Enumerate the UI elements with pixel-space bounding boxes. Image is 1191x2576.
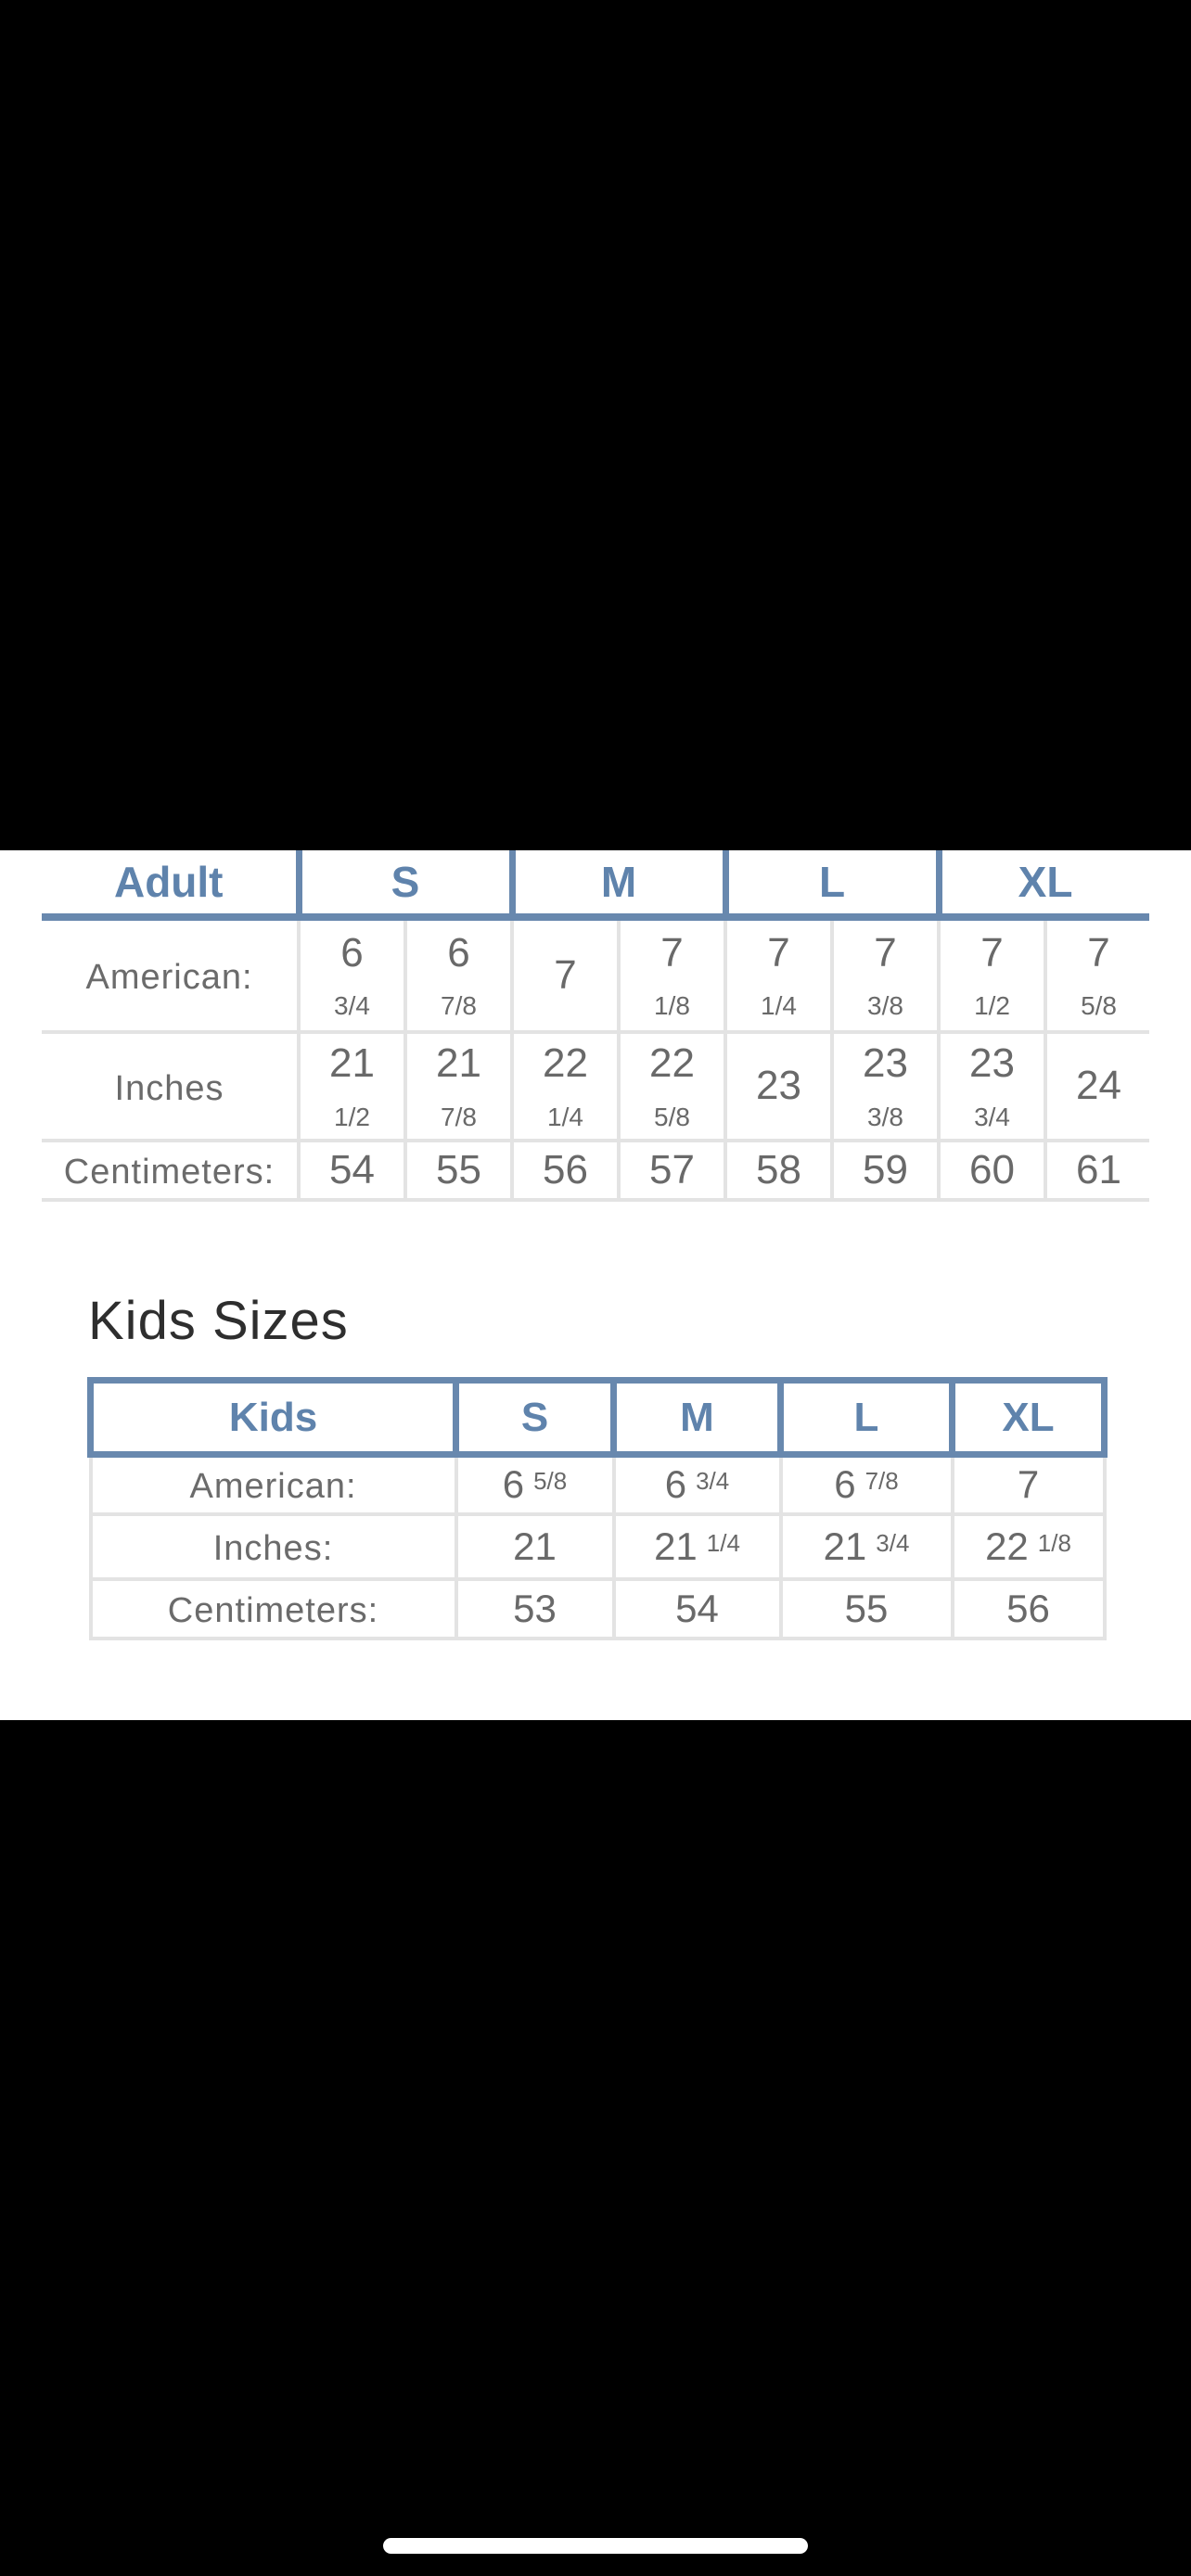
row-label-centimeters: Centimeters:	[42, 1139, 301, 1202]
row-label-inches: Inches:	[88, 1511, 458, 1581]
adult-header-cell-s: S	[295, 850, 516, 921]
page-content: Adult S M L XL American: 6 3/4 6 7/8 7 7 1/…	[0, 850, 1191, 1720]
kids-inches-row: Inches: 21 21 1/4 21 3/4 22 1/8	[88, 1511, 1107, 1581]
kids-centimeters-row: Centimeters: 53 54 55 56	[88, 1576, 1107, 1640]
kids-header-cell-s: S	[453, 1377, 617, 1458]
row-label-american: American:	[88, 1452, 458, 1516]
size-cell: 58	[724, 1139, 835, 1202]
size-cell: 7 1/4	[724, 915, 835, 1034]
adult-size-table-container[interactable]: Adult S M L XL American: 6 3/4 6 7/8 7 7 1/…	[42, 850, 1149, 1214]
size-cell: 54	[611, 1576, 783, 1640]
size-cell: 6 7/8	[778, 1452, 954, 1516]
kids-header-cell-kids: Kids	[87, 1377, 459, 1458]
size-cell: 21 1/2	[297, 1030, 407, 1142]
row-label-centimeters: Centimeters:	[88, 1576, 458, 1640]
row-label-text: Centimeters:	[167, 1590, 379, 1630]
size-cell: 61	[1044, 1139, 1149, 1202]
size-cell: 7 1/2	[937, 915, 1048, 1034]
kids-header-cell-l: L	[777, 1377, 955, 1458]
size-cell: 24	[1044, 1030, 1149, 1142]
kids-header-row: Kids S M L XL	[87, 1377, 1108, 1458]
kids-sizes-heading: Kids Sizes	[88, 1291, 349, 1351]
size-cell: 6 7/8	[403, 915, 514, 1034]
size-cell: 7 3/8	[830, 915, 941, 1034]
size-cell: 57	[616, 1139, 728, 1202]
adult-header-cell-l: L	[722, 850, 942, 921]
size-cell: 22 1/8	[950, 1511, 1107, 1581]
home-indicator[interactable]	[383, 2538, 808, 2554]
size-cell: 6 3/4	[297, 915, 407, 1034]
size-cell: 56	[950, 1576, 1107, 1640]
size-cell: 21 7/8	[403, 1030, 514, 1142]
adult-american-row: American: 6 3/4 6 7/8 7 7 1/8 7 1/4 7 3/8 7 1/…	[42, 915, 1149, 1034]
size-cell: 53	[454, 1576, 616, 1640]
row-label-text: Centimeters:	[63, 1153, 275, 1192]
size-cell: 55	[778, 1576, 954, 1640]
size-cell: 23 3/4	[937, 1030, 1048, 1142]
row-label-inches: Inches	[42, 1030, 301, 1142]
size-cell: 23	[724, 1030, 835, 1142]
size-cell: 56	[510, 1139, 621, 1202]
size-cell: 55	[403, 1139, 514, 1202]
size-cell: 21 1/4	[611, 1511, 783, 1581]
adult-header-cell-m: M	[508, 850, 729, 921]
size-cell: 7	[950, 1452, 1107, 1516]
adult-centimeters-row: Centimeters: 54 55 56 57 58 59 60 61	[42, 1139, 1149, 1202]
size-cell: 22 5/8	[616, 1030, 728, 1142]
size-cell: 54	[297, 1139, 407, 1202]
row-label-text: Inches	[114, 1068, 224, 1108]
size-cell: 6 3/4	[611, 1452, 783, 1516]
size-cell: 22 1/4	[510, 1030, 621, 1142]
size-cell: 60	[937, 1139, 1048, 1202]
adult-size-table: Adult S M L XL American: 6 3/4 6 7/8 7 7 1/…	[42, 850, 1149, 1202]
size-cell: 7	[510, 915, 621, 1034]
kids-header-cell-xl: XL	[949, 1377, 1108, 1458]
row-label-text: American:	[189, 1467, 357, 1507]
size-cell: 21 3/4	[778, 1511, 954, 1581]
kids-header-cell-m: M	[610, 1377, 784, 1458]
size-cell: 21	[454, 1511, 616, 1581]
size-cell: 7 1/8	[616, 915, 728, 1034]
row-label-text: American:	[85, 958, 253, 997]
size-cell: 7 5/8	[1044, 915, 1149, 1034]
row-label-american: American:	[42, 915, 301, 1034]
kids-size-table: Kids S M L XL American: 6 5/8 6 3/4 6 7/8 7…	[87, 1377, 1108, 1640]
adult-inches-row: Inches 21 1/2 21 7/8 22 1/4 22 5/8 23 23 3/8 …	[42, 1030, 1149, 1142]
size-cell: 59	[830, 1139, 941, 1202]
adult-header-row: Adult S M L XL	[42, 850, 1149, 921]
row-label-text: Inches:	[212, 1528, 334, 1568]
size-cell: 6 5/8	[454, 1452, 616, 1516]
adult-header-cell-xl: XL	[935, 850, 1149, 921]
adult-header-cell-adult: Adult	[42, 850, 302, 921]
size-cell: 23 3/8	[830, 1030, 941, 1142]
kids-american-row: American: 6 5/8 6 3/4 6 7/8 7	[88, 1452, 1107, 1516]
